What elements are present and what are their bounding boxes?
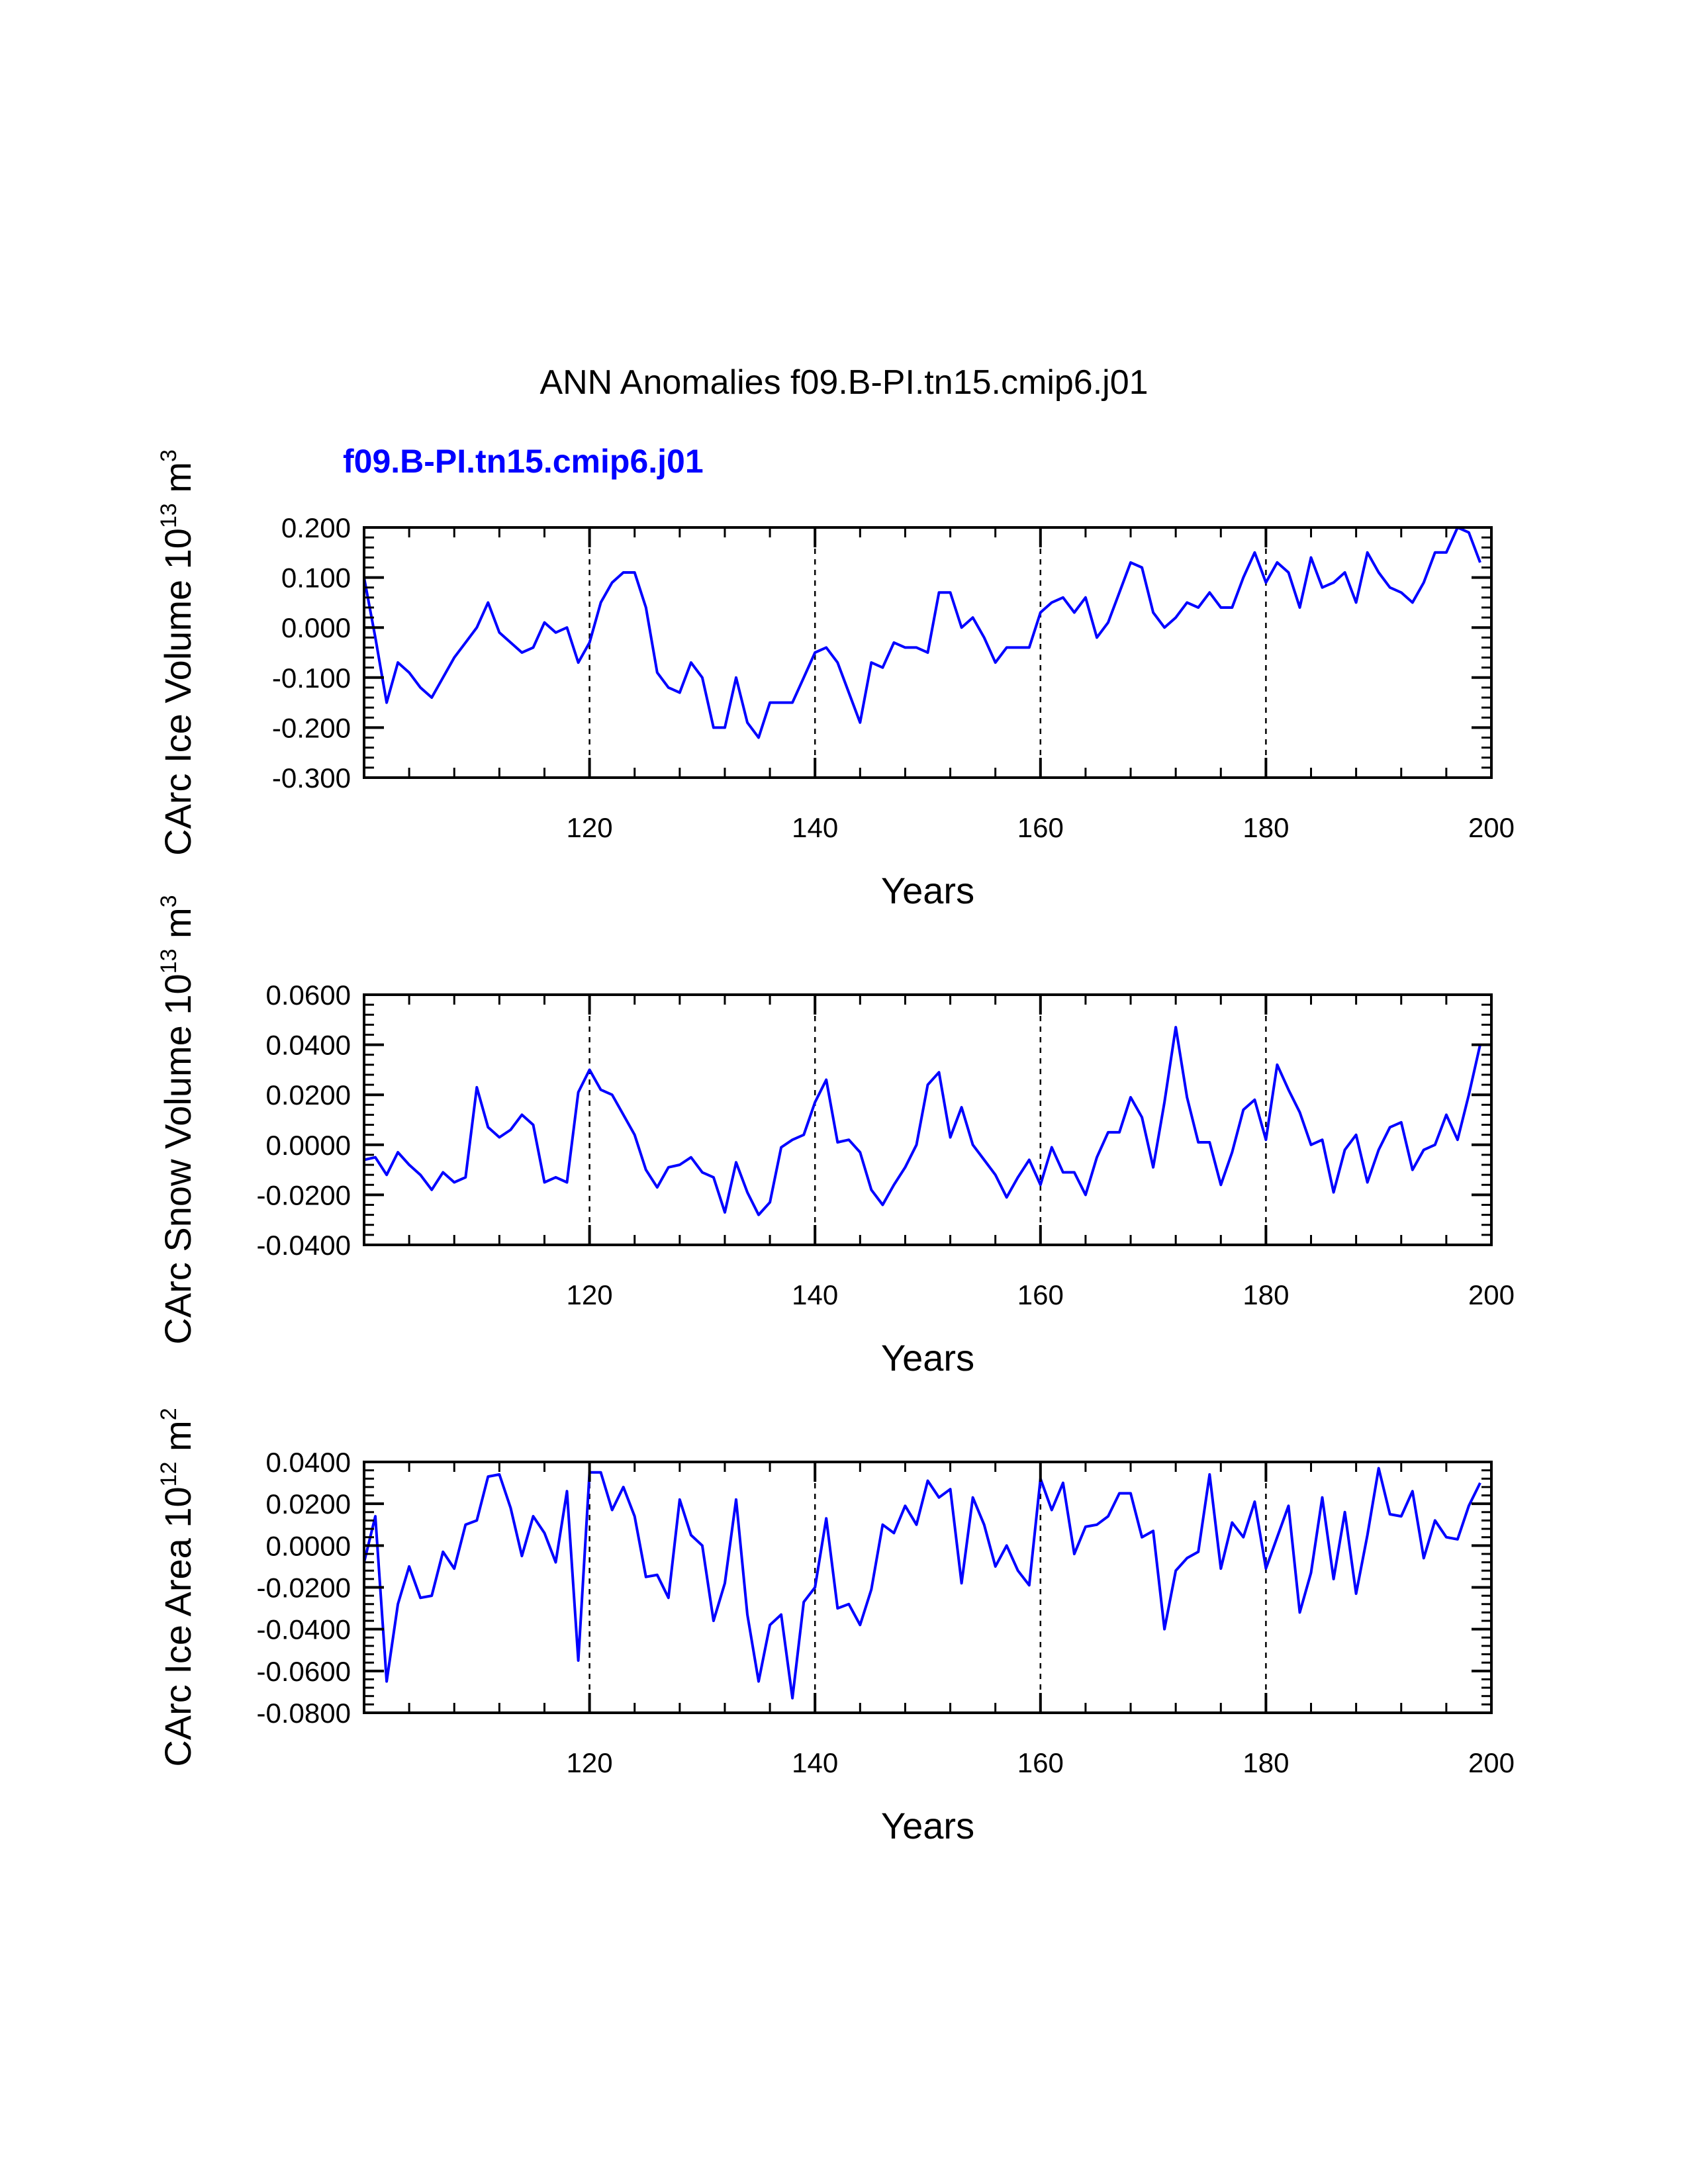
ice-volume-xtick-label-1: 140 [792,812,838,843]
ice-area-xtick-label-1: 140 [792,1747,838,1778]
snow-volume-xtick-label-0: 120 [567,1279,613,1310]
ice-volume-plot-frame [363,526,1493,779]
ice-volume-xtick-label-0: 120 [567,812,613,843]
ice-volume-ytick-label-1: 0.100 [281,563,351,594]
snow-volume-xtick-label-4: 200 [1468,1279,1515,1310]
ice-area-ytick-label-0: 0.0400 [266,1447,351,1478]
snow-volume-plot-frame [363,993,1493,1246]
snow-volume-ytick-label-0: 0.0600 [266,979,351,1011]
ice-volume-ytick-label-5: -0.300 [272,762,351,794]
ice-area-xtick-label-3: 180 [1243,1747,1289,1778]
snow-volume-ytick-label-5: -0.0400 [257,1230,351,1261]
snow-volume-ytick-label-1: 0.0400 [266,1030,351,1061]
snow-volume-xtick-label-1: 140 [792,1279,838,1310]
ice-area-ytick-label-2: 0.0000 [266,1530,351,1561]
snow-volume-ytick-label-4: -0.0200 [257,1179,351,1210]
ice-area-xtick-label-4: 200 [1468,1747,1515,1778]
ice-volume-series-line [363,526,1481,739]
snow-volume-series-line [363,1026,1481,1216]
case-label: f09.B-PI.tn15.cmip6.j01 [343,443,704,480]
ice-area-ytick-label-6: -0.0800 [257,1698,351,1729]
ice-area-series-line [363,1467,1481,1700]
snow-volume-ytick-label-3: 0.0000 [266,1130,351,1161]
main-title: ANN Anomalies f09.B-PI.tn15.cmip6.j01 [539,363,1149,402]
ice-area-ytick-label-3: -0.0200 [257,1572,351,1604]
ice-area-xlabel: Years [881,1805,974,1846]
ice-volume-xtick-label-2: 160 [1017,812,1064,843]
snow-volume-ytick-label-2: 0.0200 [266,1079,351,1111]
ice-volume-ytick-label-4: -0.200 [272,712,351,743]
ice-volume-xtick-label-4: 200 [1468,812,1515,843]
ice-volume-ytick-label-2: 0.000 [281,612,351,643]
ice-area-ytick-label-4: -0.0400 [257,1614,351,1645]
snow-volume-xtick-label-2: 160 [1017,1279,1064,1310]
ice-volume-xlabel: Years [881,870,974,911]
ice-area-xtick-label-2: 160 [1017,1747,1064,1778]
ice-area-ylabel: CArc Ice Area 1012 m2 [156,1408,199,1766]
ice-area-ytick-label-5: -0.0600 [257,1656,351,1687]
ice-area-xtick-label-0: 120 [567,1747,613,1778]
ice-volume-ytick-label-0: 0.200 [281,512,351,543]
ice-area-ytick-label-1: 0.0200 [266,1488,351,1520]
ice-volume-ytick-label-3: -0.100 [272,662,351,694]
snow-volume-ylabel: CArc Snow Volume 1013 m3 [156,895,199,1344]
ice-volume-ylabel: CArc Ice Volume 1013 m3 [156,449,199,856]
snow-volume-xlabel: Years [881,1337,974,1379]
snow-volume-xtick-label-3: 180 [1243,1279,1289,1310]
ice-volume-xtick-label-3: 180 [1243,812,1289,843]
